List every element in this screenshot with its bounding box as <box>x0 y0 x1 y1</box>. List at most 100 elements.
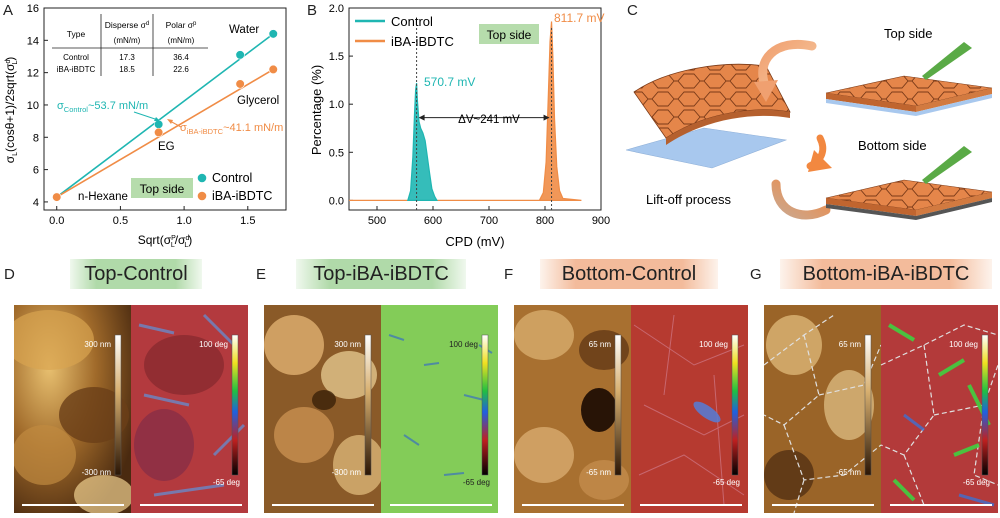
surface-energy-chart: 0.0 0.5 1.0 1.5 4 6 8 10 12 14 16 Type Disperse σd… <box>3 3 287 249</box>
svg-text:iBA-iBDTC: iBA-iBDTC <box>212 189 272 203</box>
panel-label-g: G <box>750 266 762 283</box>
afm-image-bottom-ibdtc: 65 nm -65 nm 100 deg -65 deg <box>764 305 998 513</box>
y-tick-label-a: 12 <box>27 68 39 80</box>
table-row-control-type: Control <box>63 53 89 62</box>
y-axis-label-b: Percentage (%) <box>309 65 324 155</box>
x-axis-label-b: CPD (mV) <box>445 234 504 249</box>
point-ibdtc <box>52 192 62 202</box>
ibdtc-peak-label: 811.7 mV <box>554 11 604 25</box>
svg-text:65 nm: 65 nm <box>839 340 862 349</box>
svg-text:Top side: Top side <box>140 182 185 196</box>
point-control <box>235 50 245 60</box>
afm-title-bottom-ibdtc: Bottom-iBA-iBDTC <box>780 259 992 289</box>
svg-text:iBA-iBDTC: iBA-iBDTC <box>391 34 454 49</box>
control-sigma-annotation: σControl~53.7 mN/m <box>57 100 148 114</box>
svg-text:-65 deg: -65 deg <box>213 478 240 487</box>
y-tick-label-b: 0.0 <box>329 195 344 207</box>
point-ibdtc <box>154 127 164 138</box>
panel-label-d: D <box>4 266 15 283</box>
afm-title-top-ibdtc: Top-iBA-iBDTC <box>296 259 466 289</box>
lift-off-label: Lift-off process <box>646 192 732 207</box>
point-ibdtc <box>235 79 245 89</box>
afm-title-top-control: Top-Control <box>70 259 202 289</box>
x-tick-label-b: 700 <box>480 215 498 227</box>
svg-text:Control: Control <box>391 14 433 29</box>
point-control <box>268 29 278 39</box>
svg-text:-65 deg: -65 deg <box>963 478 990 487</box>
surface-energy-table: Type Disperse σd (mN/m) Polar σp (mN/m) … <box>52 14 208 76</box>
y-tick-label-b: 1.0 <box>329 99 344 111</box>
panel-label-c: C <box>627 2 638 19</box>
y-tick-label-b: 0.5 <box>329 147 344 159</box>
y-tick-label-b: 1.5 <box>329 51 344 63</box>
table-row-ibdtc-type: iBA-iBDTC <box>57 65 96 74</box>
y-tick-label-b: 2.0 <box>329 3 344 15</box>
arrow-to-top <box>758 39 817 93</box>
label-hexane: n-Hexane <box>78 191 128 203</box>
top-side-label-c: Top side <box>884 26 932 41</box>
legend-b: Control iBA-iBDTC <box>355 14 454 49</box>
label-eg: EG <box>158 141 175 153</box>
fit-line-ibdtc <box>56 68 274 198</box>
bottom-side-film <box>825 146 993 220</box>
legend-a: Control iBA-iBDTC <box>197 171 272 203</box>
top-side-tag-b <box>479 24 539 44</box>
x-tick-label-b: 600 <box>424 215 442 227</box>
x-tick-label-a: 0.5 <box>113 215 128 227</box>
x-tick-label-b: 500 <box>368 215 386 227</box>
chart-a-frame <box>43 7 287 211</box>
panel-label-a: A <box>3 2 14 19</box>
svg-text:100 deg: 100 deg <box>949 340 978 349</box>
distribution-control <box>407 82 438 201</box>
label-water: Water <box>229 24 259 36</box>
svg-text:65 nm: 65 nm <box>589 340 612 349</box>
svg-text:-65 nm: -65 nm <box>586 468 611 477</box>
label-glycerol: Glycerol <box>237 95 279 107</box>
svg-text:100 deg: 100 deg <box>699 340 728 349</box>
lift-off-schematic: Lift-off process Top side Bottom side <box>626 26 993 220</box>
y-tick-label-a: 14 <box>27 35 39 47</box>
distribution-ibdtc <box>349 21 582 201</box>
panel-label-e: E <box>256 266 267 283</box>
afm-title-bottom-control: Bottom-Control <box>540 259 718 289</box>
svg-text:Top side: Top side <box>487 28 532 42</box>
bottom-side-label-c: Bottom side <box>858 138 927 153</box>
y-tick-label-a: 8 <box>33 132 39 144</box>
svg-text:-65 deg: -65 deg <box>463 478 490 487</box>
y-tick-label-a: 4 <box>33 197 39 209</box>
table-row-control-polar: 36.4 <box>173 53 189 62</box>
lift-off-illustration <box>626 63 791 169</box>
table-header-disperse: Disperse σd <box>105 20 150 30</box>
x-tick-label-b: 900 <box>592 215 610 227</box>
fit-line-control <box>56 33 274 198</box>
afm-image-top-control: 300 nm -300 nm 100 deg -65 deg <box>14 305 248 513</box>
probe-top <box>922 42 972 80</box>
delta-v-label: ΔV~241 mV <box>458 114 520 126</box>
cpd-distribution-chart: 500 600 700 800 900 0.0 0.5 1.0 1.5 2.0 Control i… <box>309 3 610 249</box>
svg-text:100 deg: 100 deg <box>199 340 228 349</box>
table-row-ibdtc-polar: 22.6 <box>173 65 189 74</box>
x-tick-label-b: 800 <box>536 215 554 227</box>
probe-bottom <box>922 146 972 184</box>
svg-text:-65 nm: -65 nm <box>836 468 861 477</box>
table-unit-polar: (mN/m) <box>168 36 195 45</box>
table-unit-disperse: (mN/m) <box>114 36 141 45</box>
point-control <box>154 119 164 129</box>
panel-label-b: B <box>307 2 318 19</box>
x-axis-label-a: Sqrt(σP L/σd L) <box>138 233 193 249</box>
ibdtc-sigma-annotation: σiBA-iBDTC~41.1 mN/m <box>180 122 283 136</box>
y-tick-label-a: 6 <box>33 165 39 177</box>
svg-text:300 nm: 300 nm <box>84 340 111 349</box>
point-ibdtc <box>268 64 278 75</box>
afm-image-bottom-control: 65 nm -65 nm 100 deg -65 deg <box>514 305 748 513</box>
top-side-tag-a <box>131 178 193 198</box>
y-tick-label-a: 16 <box>27 3 39 15</box>
afm-image-top-ibdtc: 300 nm -300 nm 100 deg -65 deg <box>264 305 498 513</box>
control-peak-label: 570.7 mV <box>424 75 475 89</box>
svg-text:300 nm: 300 nm <box>334 340 361 349</box>
y-axis-label-a: σL(cosθ+1)/2sqrt(σdL) <box>3 57 19 164</box>
y-tick-label-a: 10 <box>27 100 39 112</box>
svg-text:-300 nm: -300 nm <box>332 468 362 477</box>
arrow-to-bottom <box>771 179 831 220</box>
x-tick-label-a: 1.5 <box>240 215 255 227</box>
